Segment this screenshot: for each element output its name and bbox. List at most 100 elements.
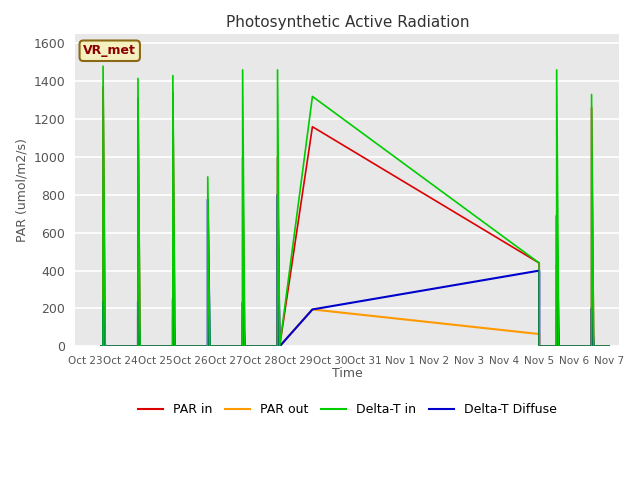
Delta-T Diffuse (239, 344, 246, 349)
PAR in (555, 344, 563, 349)
Delta-T Diffuse (586, 344, 593, 349)
Delta-T Diffuse (536, 344, 543, 349)
PAR out (169, 315, 177, 321)
PAR in (241, 344, 248, 349)
PAR out (590, 344, 598, 349)
Delta-T Diffuse (588, 306, 595, 312)
PAR in (551, 344, 559, 349)
PAR in (99, 84, 107, 90)
PAR in (134, 96, 142, 101)
Delta-T Diffuse (555, 344, 563, 349)
Delta-T Diffuse (204, 344, 212, 349)
Delta-T in (239, 67, 246, 73)
Y-axis label: PAR (umol/m2/s): PAR (umol/m2/s) (15, 138, 28, 242)
PAR in (553, 262, 561, 268)
PAR in (132, 344, 140, 349)
Delta-T in (169, 72, 177, 78)
Delta-T in (271, 344, 279, 349)
PAR out (536, 344, 543, 349)
Delta-T in (206, 344, 214, 349)
PAR out (241, 344, 248, 349)
Delta-T in (99, 63, 107, 69)
PAR in (136, 344, 144, 349)
Delta-T in (99, 344, 107, 349)
Delta-T Diffuse (167, 344, 175, 349)
Delta-T Diffuse (169, 296, 177, 302)
PAR out (101, 344, 109, 349)
Delta-T in (605, 344, 613, 349)
Delta-T in (169, 344, 177, 349)
PAR out (132, 344, 140, 349)
Delta-T in (239, 344, 246, 349)
Delta-T in (101, 344, 109, 349)
Delta-T in (555, 344, 563, 349)
Delta-T Diffuse (97, 344, 105, 349)
Delta-T in (204, 344, 212, 349)
PAR in (134, 344, 142, 349)
PAR out (551, 344, 559, 349)
Delta-T in (553, 67, 561, 73)
PAR in (171, 344, 179, 349)
PAR out (276, 344, 284, 349)
PAR out (590, 344, 598, 349)
Delta-T in (101, 344, 109, 349)
PAR out (271, 344, 279, 349)
PAR in (276, 344, 284, 349)
Delta-T Diffuse (274, 192, 282, 198)
Line: PAR in: PAR in (101, 87, 609, 347)
PAR out (276, 344, 284, 349)
PAR out (136, 344, 144, 349)
PAR in (239, 344, 246, 349)
PAR out (167, 344, 175, 349)
Title: Photosynthetic Active Radiation: Photosynthetic Active Radiation (225, 15, 469, 30)
Line: Delta-T Diffuse: Delta-T Diffuse (101, 195, 609, 347)
Delta-T in (308, 94, 316, 99)
Delta-T Diffuse (271, 344, 279, 349)
PAR out (239, 344, 246, 349)
Delta-T in (202, 344, 209, 349)
Delta-T Diffuse (276, 344, 284, 349)
Delta-T in (171, 344, 179, 349)
Delta-T in (588, 92, 595, 97)
Delta-T in (274, 67, 282, 73)
Delta-T Diffuse (241, 344, 248, 349)
Delta-T Diffuse (101, 344, 109, 349)
Delta-T Diffuse (202, 344, 209, 349)
Line: PAR out: PAR out (101, 309, 609, 347)
Delta-T Diffuse (590, 344, 598, 349)
PAR in (536, 344, 543, 349)
Delta-T in (590, 344, 598, 349)
Delta-T Diffuse (169, 344, 177, 349)
PAR out (97, 344, 105, 349)
PAR in (308, 124, 316, 130)
PAR in (169, 90, 177, 96)
X-axis label: Time: Time (332, 368, 363, 381)
PAR in (239, 154, 246, 160)
PAR out (274, 344, 282, 349)
PAR in (555, 344, 563, 349)
PAR out (274, 321, 282, 326)
PAR out (308, 307, 316, 312)
Delta-T in (586, 344, 593, 349)
PAR in (553, 344, 561, 349)
PAR in (241, 344, 248, 349)
Delta-T Diffuse (276, 344, 284, 349)
PAR in (99, 344, 107, 349)
Legend: PAR in, PAR out, Delta-T in, Delta-T Diffuse: PAR in, PAR out, Delta-T in, Delta-T Dif… (133, 398, 561, 421)
PAR out (605, 344, 613, 349)
Delta-T in (171, 344, 179, 349)
Delta-T in (167, 344, 175, 349)
PAR in (171, 344, 179, 349)
Delta-T Diffuse (136, 344, 144, 349)
PAR out (588, 344, 595, 349)
PAR out (588, 306, 595, 312)
Delta-T in (237, 344, 244, 349)
Delta-T Diffuse (590, 344, 598, 349)
Delta-T Diffuse (171, 344, 179, 349)
Delta-T Diffuse (237, 344, 244, 349)
Delta-T in (241, 344, 248, 349)
PAR in (101, 344, 109, 349)
PAR out (136, 344, 144, 349)
PAR out (237, 344, 244, 349)
Delta-T Diffuse (99, 299, 107, 305)
